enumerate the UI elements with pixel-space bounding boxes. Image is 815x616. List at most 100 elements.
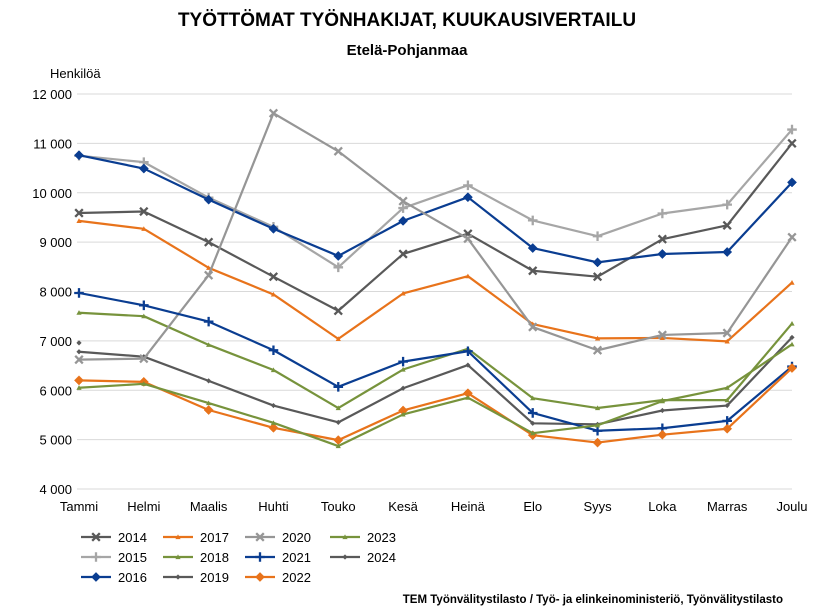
triangle-marker xyxy=(141,226,147,231)
x-marker xyxy=(333,306,343,316)
legend-label: 2023 xyxy=(367,530,396,545)
diamond-marker xyxy=(335,419,341,425)
legend-label: 2022 xyxy=(282,570,311,585)
triangle-marker xyxy=(594,405,601,411)
x-marker xyxy=(74,208,84,218)
x-marker xyxy=(592,345,603,355)
x-marker xyxy=(463,234,473,244)
legend-item-2014: 2014 xyxy=(81,530,147,545)
diamond-marker xyxy=(342,554,348,560)
legend-item-2023: 2023 xyxy=(330,530,396,545)
legend-item-2015: 2015 xyxy=(81,550,147,565)
triangle-marker xyxy=(594,335,601,341)
diamond-marker xyxy=(175,574,181,580)
x-marker xyxy=(398,196,408,206)
triangle-marker xyxy=(400,411,406,417)
triangle-marker xyxy=(335,405,341,411)
x-marker xyxy=(657,234,667,244)
x-tick-label: Elo xyxy=(523,499,542,514)
x-tick-label: Heinä xyxy=(451,499,486,514)
triangle-marker xyxy=(141,381,147,386)
diamond-marker xyxy=(74,375,84,386)
x-marker xyxy=(74,355,84,365)
legend-label: 2024 xyxy=(367,550,396,565)
triangle-marker xyxy=(141,313,147,319)
triangle-marker xyxy=(400,290,406,296)
triangle-marker xyxy=(530,395,536,401)
triangle-marker xyxy=(335,443,341,449)
triangle-marker xyxy=(465,395,471,400)
x-tick-label: Marras xyxy=(707,499,748,514)
diamond-marker xyxy=(659,407,665,414)
triangle-marker xyxy=(76,385,82,390)
diamond-marker xyxy=(462,192,473,203)
diamond-marker xyxy=(138,163,149,174)
diamond-marker xyxy=(333,250,344,261)
x-tick-label: Loka xyxy=(648,499,677,514)
x-marker xyxy=(204,270,214,280)
plus-marker xyxy=(398,356,408,367)
diamond-marker xyxy=(722,423,733,434)
legend-item-2020: 2020 xyxy=(245,530,311,545)
series-2023 xyxy=(76,341,795,449)
legend-item-2018: 2018 xyxy=(163,550,229,565)
diamond-marker xyxy=(527,243,538,254)
series-2016 xyxy=(74,150,797,268)
x-tick-label: Huhti xyxy=(258,499,288,514)
x-marker xyxy=(722,328,732,338)
diamond-marker xyxy=(76,340,82,346)
y-tick-label: 6 000 xyxy=(39,383,72,398)
x-tick-label: Helmi xyxy=(127,499,160,514)
diamond-marker xyxy=(91,572,101,582)
x-marker xyxy=(657,330,667,340)
triangle-marker xyxy=(342,534,348,540)
triangle-marker xyxy=(270,367,277,373)
legend: 2014 2017 2020 2023 2015 2018 2021 2024 2016 2019… xyxy=(81,530,396,585)
series-2017 xyxy=(76,218,795,344)
diamond-marker xyxy=(255,572,265,582)
plus-marker xyxy=(333,262,344,273)
diamond-marker xyxy=(724,402,730,409)
x-marker xyxy=(722,220,732,230)
diamond-marker xyxy=(789,334,795,341)
series-line xyxy=(78,142,793,312)
x-marker xyxy=(787,138,797,148)
legend-label: 2014 xyxy=(118,530,147,545)
y-tick-label: 8 000 xyxy=(39,285,72,300)
triangle-marker xyxy=(335,336,341,341)
x-tick-label: Syys xyxy=(583,499,612,514)
series-2020 xyxy=(74,108,797,365)
diamond-marker xyxy=(657,249,668,259)
x-tick-label: Maalis xyxy=(190,499,228,514)
series-line xyxy=(78,154,793,264)
series-line xyxy=(78,311,793,410)
diamond-marker xyxy=(722,247,733,257)
plus-marker xyxy=(592,231,603,241)
x-marker xyxy=(528,266,538,276)
plus-marker xyxy=(787,124,797,135)
x-tick-label: Kesä xyxy=(388,499,418,514)
diamond-marker xyxy=(206,378,212,384)
triangle-marker xyxy=(659,335,665,340)
series-2015 xyxy=(74,124,797,273)
x-marker xyxy=(268,108,279,118)
plus-marker xyxy=(657,208,668,219)
diamond-marker xyxy=(465,362,471,368)
plus-marker xyxy=(527,215,538,226)
y-tick-label: 7 000 xyxy=(39,334,72,349)
diamond-marker xyxy=(787,177,797,188)
x-marker xyxy=(528,322,538,332)
triangle-marker xyxy=(175,554,181,560)
legend-item-2019: 2019 xyxy=(163,570,229,585)
y-axis-ticks: 4 000 5 000 6 000 7 000 8 000 9 000 10 000 11 0… xyxy=(32,87,72,497)
y-tick-label: 4 000 xyxy=(39,482,72,497)
legend-label: 2021 xyxy=(282,550,311,565)
legend-label: 2018 xyxy=(200,550,229,565)
diamond-marker xyxy=(76,349,82,355)
series-2024 xyxy=(76,340,82,346)
legend-label: 2017 xyxy=(200,530,229,545)
triangle-marker xyxy=(724,385,730,390)
triangle-marker xyxy=(659,398,665,404)
chart-subtitle: Etelä-Pohjanmaa xyxy=(347,42,469,59)
x-marker xyxy=(268,272,279,282)
